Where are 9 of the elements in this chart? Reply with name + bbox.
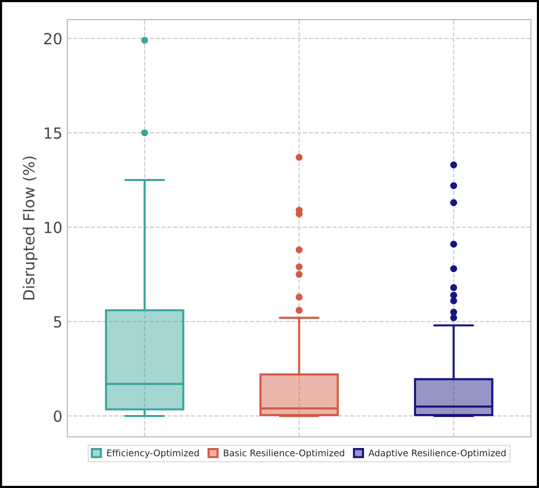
y-tick-label: 5 (54, 316, 62, 328)
y-tick-label: 10 (44, 222, 62, 234)
legend-label: Adaptive Resilience-Optimized (368, 449, 506, 458)
y-tick-label: 15 (44, 127, 62, 139)
legend-label: Efficiency-Optimized (107, 449, 199, 458)
y-tick-label: 0 (54, 410, 62, 422)
y-tick-label: 20 (44, 32, 62, 44)
legend-label: Basic Resilience-Optimized (224, 449, 344, 458)
y-axis-title: Disrupted Flow (%) (22, 156, 38, 300)
